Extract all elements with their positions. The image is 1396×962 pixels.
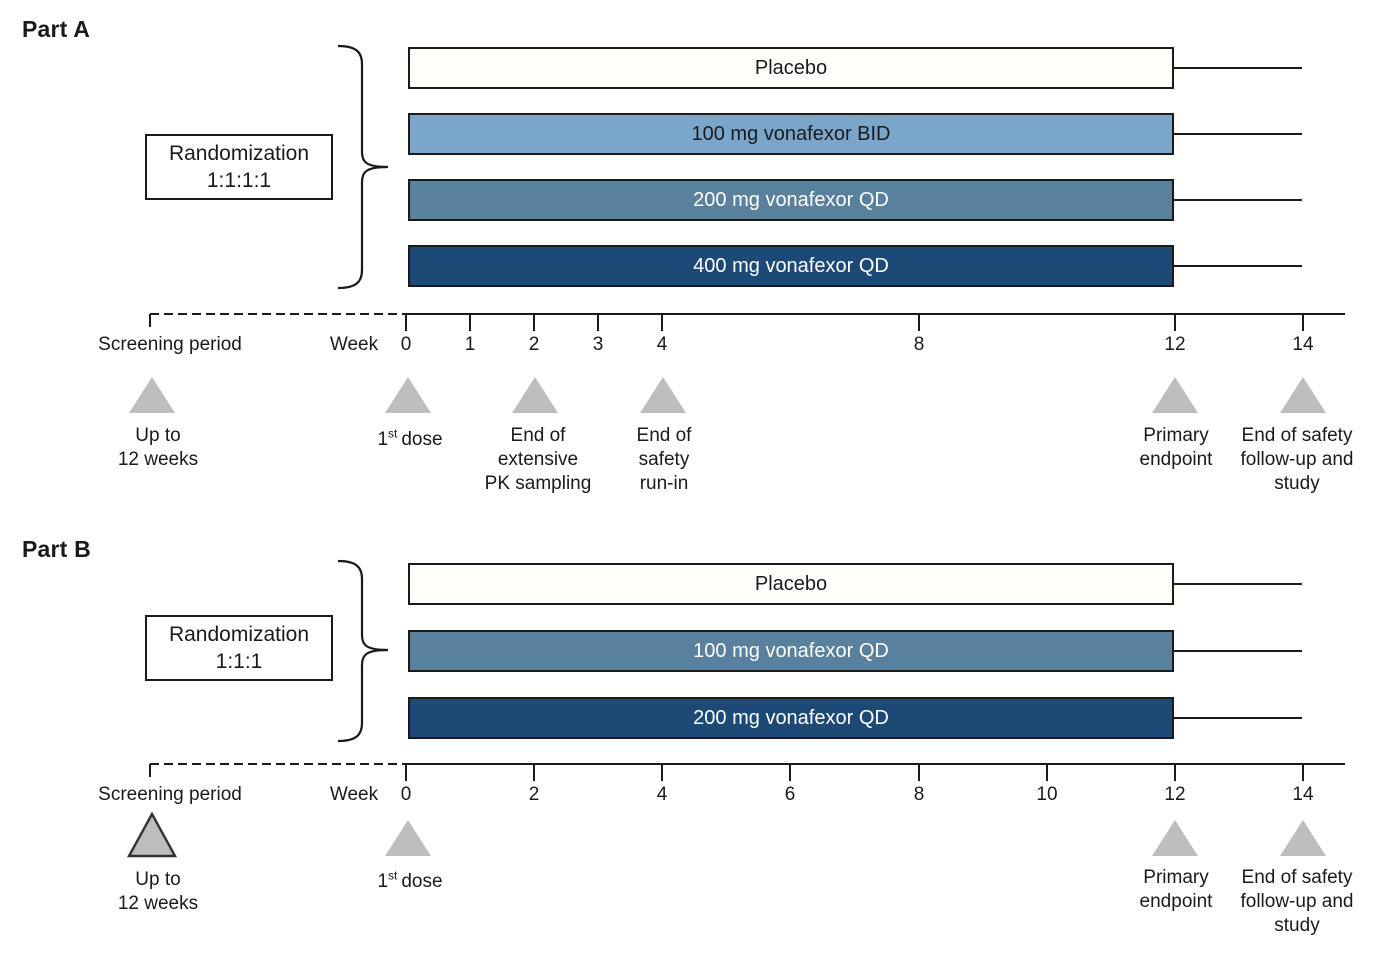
axis-tick-week-14 bbox=[1302, 315, 1304, 331]
axis-tick-week-4 bbox=[661, 315, 663, 331]
axis-tick-week-0 bbox=[405, 765, 407, 781]
first-dose-triangle bbox=[385, 377, 431, 413]
primary-endpoint-label: Primary endpoint bbox=[1139, 867, 1213, 912]
week-tick-label: 6 bbox=[784, 784, 796, 805]
primary-endpoint-triangle bbox=[1152, 377, 1198, 413]
week-tick-label: 2 bbox=[528, 784, 540, 805]
axis-tick-week-12 bbox=[1174, 315, 1176, 331]
end-of-study-triangle bbox=[1280, 820, 1326, 856]
randomization-ratio: 1:1:1:1 bbox=[206, 169, 272, 192]
part-a-arm-200mg-qd: 200 mg vonafexor QD bbox=[408, 179, 1174, 221]
axis-tick-week-2 bbox=[533, 765, 535, 781]
part-a-arm-100mg-bid: 100 mg vonafexor BID bbox=[408, 113, 1174, 155]
follow-up-line bbox=[1174, 650, 1302, 652]
part-b-randomization-box: Randomization 1:1:1 bbox=[145, 615, 333, 681]
axis-tick-week-10 bbox=[1046, 765, 1048, 781]
primary-endpoint-triangle bbox=[1152, 820, 1198, 856]
end-safety-run-in-triangle bbox=[640, 377, 686, 413]
primary-endpoint-label: Primary endpoint bbox=[1139, 425, 1213, 470]
axis-tick-week-14 bbox=[1302, 765, 1304, 781]
arm-label: Placebo bbox=[754, 572, 828, 595]
screening-dashed-line bbox=[150, 763, 406, 765]
axis-tick-week-4 bbox=[661, 765, 663, 781]
axis-tick-week-3 bbox=[597, 315, 599, 331]
end-of-study-label: End of safety follow-up and study bbox=[1240, 867, 1354, 936]
axis-tick-week-0 bbox=[405, 315, 407, 331]
axis-tick-week-6 bbox=[789, 765, 791, 781]
part-b-arm-placebo: Placebo bbox=[408, 563, 1174, 605]
screening-start-tick bbox=[149, 764, 151, 777]
first-dose-triangle bbox=[385, 820, 431, 856]
part-b-arm-200mg-qd: 200 mg vonafexor QD bbox=[408, 697, 1174, 739]
follow-up-line bbox=[1174, 67, 1302, 69]
arm-label: 100 mg vonafexor BID bbox=[691, 122, 891, 145]
axis-tick-week-1 bbox=[469, 315, 471, 331]
axis-tick-week-12 bbox=[1174, 765, 1176, 781]
arm-label: Placebo bbox=[754, 56, 828, 79]
first-dose-label: 1st dose bbox=[377, 426, 443, 450]
part-b-arm-100mg-qd: 100 mg vonafexor QD bbox=[408, 630, 1174, 672]
week-tick-label: 14 bbox=[1292, 784, 1314, 805]
follow-up-line bbox=[1174, 133, 1302, 135]
randomization-ratio: 1:1:1 bbox=[215, 650, 263, 673]
end-pk-sampling-triangle bbox=[512, 377, 558, 413]
end-safety-run-in-label: End of safety run-in bbox=[636, 425, 692, 494]
randomization-label: Randomization bbox=[168, 623, 310, 646]
week-tick-label: 1 bbox=[464, 334, 476, 355]
arm-label: 200 mg vonafexor QD bbox=[693, 706, 889, 729]
week-tick-label: 12 bbox=[1164, 784, 1186, 805]
part-a-arm-400mg-qd: 400 mg vonafexor QD bbox=[408, 245, 1174, 287]
arm-label: 100 mg vonafexor QD bbox=[693, 639, 889, 662]
week-tick-label: 0 bbox=[400, 784, 412, 805]
screening-triangle bbox=[129, 377, 175, 413]
screening-dashed-line bbox=[150, 313, 406, 315]
axis-tick-week-8 bbox=[918, 315, 920, 331]
part-a-randomization-box: Randomization 1:1:1:1 bbox=[145, 134, 333, 200]
week-axis-label: Week bbox=[329, 334, 379, 355]
randomization-label: Randomization bbox=[168, 142, 310, 165]
week-axis-label: Week bbox=[329, 784, 379, 805]
week-tick-label: 12 bbox=[1164, 334, 1186, 355]
axis-tick-week-8 bbox=[918, 765, 920, 781]
screening-duration-label: Up to 12 weeks bbox=[117, 425, 199, 470]
part-a-grouping-brace bbox=[330, 40, 400, 296]
arm-label: 200 mg vonafexor QD bbox=[693, 188, 889, 211]
week-tick-label: 14 bbox=[1292, 334, 1314, 355]
end-of-study-label: End of safety follow-up and study bbox=[1240, 425, 1354, 494]
axis-tick-week-2 bbox=[533, 315, 535, 331]
arm-label: 400 mg vonafexor QD bbox=[693, 254, 889, 277]
week-tick-label: 4 bbox=[656, 334, 668, 355]
part-b-timeline-axis bbox=[406, 763, 1345, 765]
week-tick-label: 8 bbox=[913, 334, 925, 355]
part-b-grouping-brace bbox=[330, 555, 400, 747]
week-tick-label: 3 bbox=[592, 334, 604, 355]
follow-up-line bbox=[1174, 265, 1302, 267]
part-b-title: Part B bbox=[22, 536, 91, 562]
part-a-timeline-axis bbox=[406, 313, 1345, 315]
screening-start-tick bbox=[149, 314, 151, 327]
follow-up-line bbox=[1174, 717, 1302, 719]
week-tick-label: 0 bbox=[400, 334, 412, 355]
screening-period-label: Screening period bbox=[98, 334, 242, 355]
week-tick-label: 10 bbox=[1036, 784, 1058, 805]
part-a-arm-placebo: Placebo bbox=[408, 47, 1174, 89]
end-pk-sampling-label: End of extensive PK sampling bbox=[484, 425, 592, 494]
week-tick-label: 8 bbox=[913, 784, 925, 805]
first-dose-label: 1st dose bbox=[377, 868, 443, 892]
week-tick-label: 4 bbox=[656, 784, 668, 805]
screening-period-label: Screening period bbox=[98, 784, 242, 805]
end-of-study-triangle bbox=[1280, 377, 1326, 413]
follow-up-line bbox=[1174, 583, 1302, 585]
screening-triangle-outlined bbox=[127, 812, 177, 859]
part-a-title: Part A bbox=[22, 16, 91, 42]
screening-duration-label: Up to 12 weeks bbox=[117, 869, 199, 914]
follow-up-line bbox=[1174, 199, 1302, 201]
week-tick-label: 2 bbox=[528, 334, 540, 355]
